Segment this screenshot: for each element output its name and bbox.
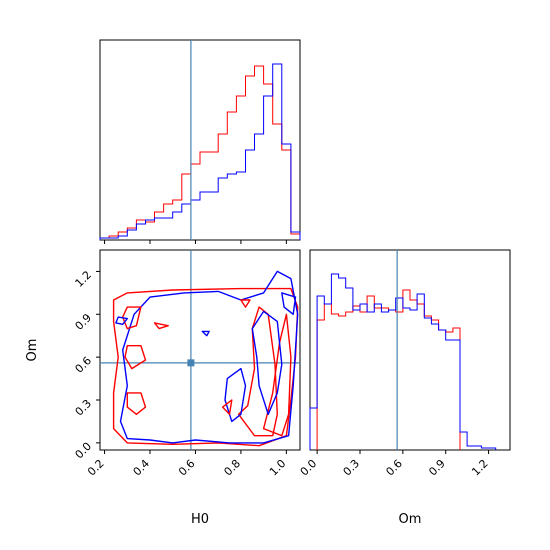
contour-xtick-label-4: 1.0 bbox=[267, 457, 289, 479]
hist-Om-blue-step bbox=[309, 273, 497, 450]
hist-Om-xtick-label-3: 0.9 bbox=[426, 457, 448, 479]
hist-H0-red-step bbox=[99, 65, 301, 240]
contour-red-6 bbox=[153, 322, 169, 330]
contour-blue-12 bbox=[224, 367, 247, 423]
contour-ytick-label-1: 0.3 bbox=[73, 397, 95, 419]
contour-red-13 bbox=[222, 399, 233, 415]
hist-Om-xtick-label-1: 0.3 bbox=[341, 457, 363, 479]
contour-blue-14 bbox=[281, 292, 297, 315]
hist-Om-frame bbox=[309, 249, 511, 451]
contour-blue-11 bbox=[251, 310, 283, 415]
hist-H0-frame bbox=[99, 39, 301, 241]
hist-H0-blue-step bbox=[99, 63, 301, 240]
contour-xtick-label-2: 0.6 bbox=[176, 457, 198, 479]
ylabel-Om: Om bbox=[25, 339, 40, 362]
contour-xtick-label-3: 0.8 bbox=[221, 457, 243, 479]
contour-ytick-label-0: 0.0 bbox=[73, 440, 95, 462]
contour-red-3 bbox=[124, 345, 147, 370]
contour-ytick-label-2: 0.6 bbox=[73, 354, 95, 376]
contour-blue-1 bbox=[119, 270, 299, 444]
xlabel-H0: H0 bbox=[191, 512, 209, 527]
contour-red-10 bbox=[262, 313, 292, 437]
contour-frame bbox=[99, 249, 301, 451]
contour-red-4 bbox=[126, 392, 147, 415]
xlabel-Om: Om bbox=[399, 512, 422, 527]
contour-blue-5 bbox=[115, 316, 128, 325]
contour-blue-7 bbox=[201, 330, 210, 337]
hist-Om-xtick-label-2: 0.6 bbox=[383, 457, 405, 479]
contour-red-0 bbox=[112, 287, 299, 447]
hist-Om-red-step bbox=[316, 289, 461, 450]
contour-red-2 bbox=[122, 306, 142, 330]
hist-Om-xtick-label-0: 0.0 bbox=[298, 457, 320, 479]
contour-ytick-label-3: 0.9 bbox=[73, 311, 95, 333]
truth-marker bbox=[187, 359, 195, 367]
contour-ytick-label-4: 1.2 bbox=[73, 268, 95, 290]
contour-red-8 bbox=[240, 299, 251, 308]
hist-Om-xtick-label-4: 1.2 bbox=[469, 457, 491, 479]
contour-xtick-label-0: 0.2 bbox=[85, 457, 107, 479]
contour-xtick-label-1: 0.4 bbox=[131, 457, 153, 479]
